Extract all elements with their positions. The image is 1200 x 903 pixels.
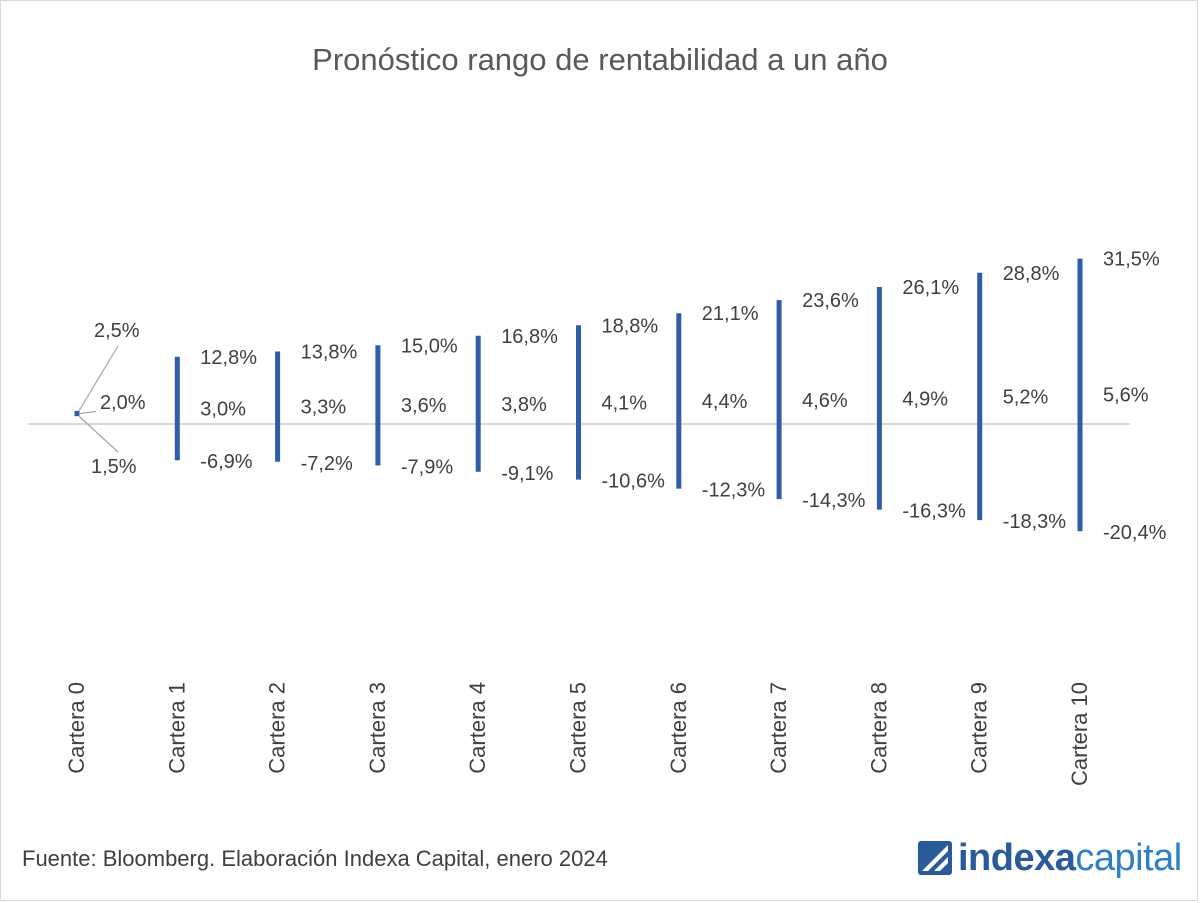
mid-label: 2,0% [100,392,146,414]
leader-line [78,415,119,453]
mid-label: 4,6% [802,390,848,412]
low-label: -14,3% [802,490,866,512]
logo-wordmark: indexacapital [958,837,1182,880]
low-label: -18,3% [1003,511,1067,533]
leader-line [78,345,119,412]
category-label: Cartera 3 [365,682,390,774]
mid-label: 4,9% [902,388,948,410]
high-label: 13,8% [301,342,358,364]
high-label: 26,1% [902,277,959,299]
category-label: Cartera 2 [265,682,290,774]
category-label: Cartera 5 [566,682,591,774]
source-note: Fuente: Bloomberg. Elaboración Indexa Ca… [22,846,608,871]
category-label: Cartera 1 [164,682,189,774]
low-label: -6,9% [200,451,252,473]
category-label: Cartera 10 [1067,682,1092,786]
high-label: 2,5% [94,320,140,342]
mid-label: 5,2% [1003,387,1049,409]
indexa-logo-icon [918,841,952,875]
low-label: 1,5% [91,456,137,478]
high-label: 28,8% [1003,263,1060,285]
category-label: Cartera 0 [64,682,89,774]
low-label: -12,3% [702,480,766,502]
low-label: -16,3% [902,501,966,523]
mid-label: 3,8% [501,394,547,416]
high-label: 23,6% [802,290,859,312]
mid-label: 5,6% [1103,385,1149,407]
logo-word-indexa: indexa [958,836,1076,879]
category-label: Cartera 7 [766,682,791,774]
mid-label: 3,3% [301,397,347,419]
category-label: Cartera 8 [866,682,891,774]
mid-label: 4,1% [602,392,648,414]
low-label: -10,6% [602,471,666,493]
low-label: -20,4% [1103,522,1167,544]
company-logo: indexacapital [918,836,1182,880]
logo-word-capital: capital [1075,836,1182,879]
low-label: -7,2% [301,453,353,475]
low-label: -7,9% [401,456,453,478]
high-label: 18,8% [602,315,659,337]
chart-title: Pronóstico rango de rentabilidad a un añ… [312,42,888,77]
category-label: Cartera 9 [967,682,992,774]
high-label: 15,0% [401,335,458,357]
low-label: -9,1% [501,463,553,485]
category-label: Cartera 6 [666,682,691,774]
mid-label: 3,6% [401,395,447,417]
high-label: 12,8% [200,347,257,369]
high-label: 16,8% [501,326,558,348]
mid-label: 3,0% [200,398,246,420]
mid-label: 4,4% [702,391,748,413]
category-label: Cartera 4 [465,682,490,774]
high-label: 31,5% [1103,249,1160,271]
high-label: 21,1% [702,303,759,325]
leader-line [79,410,97,415]
